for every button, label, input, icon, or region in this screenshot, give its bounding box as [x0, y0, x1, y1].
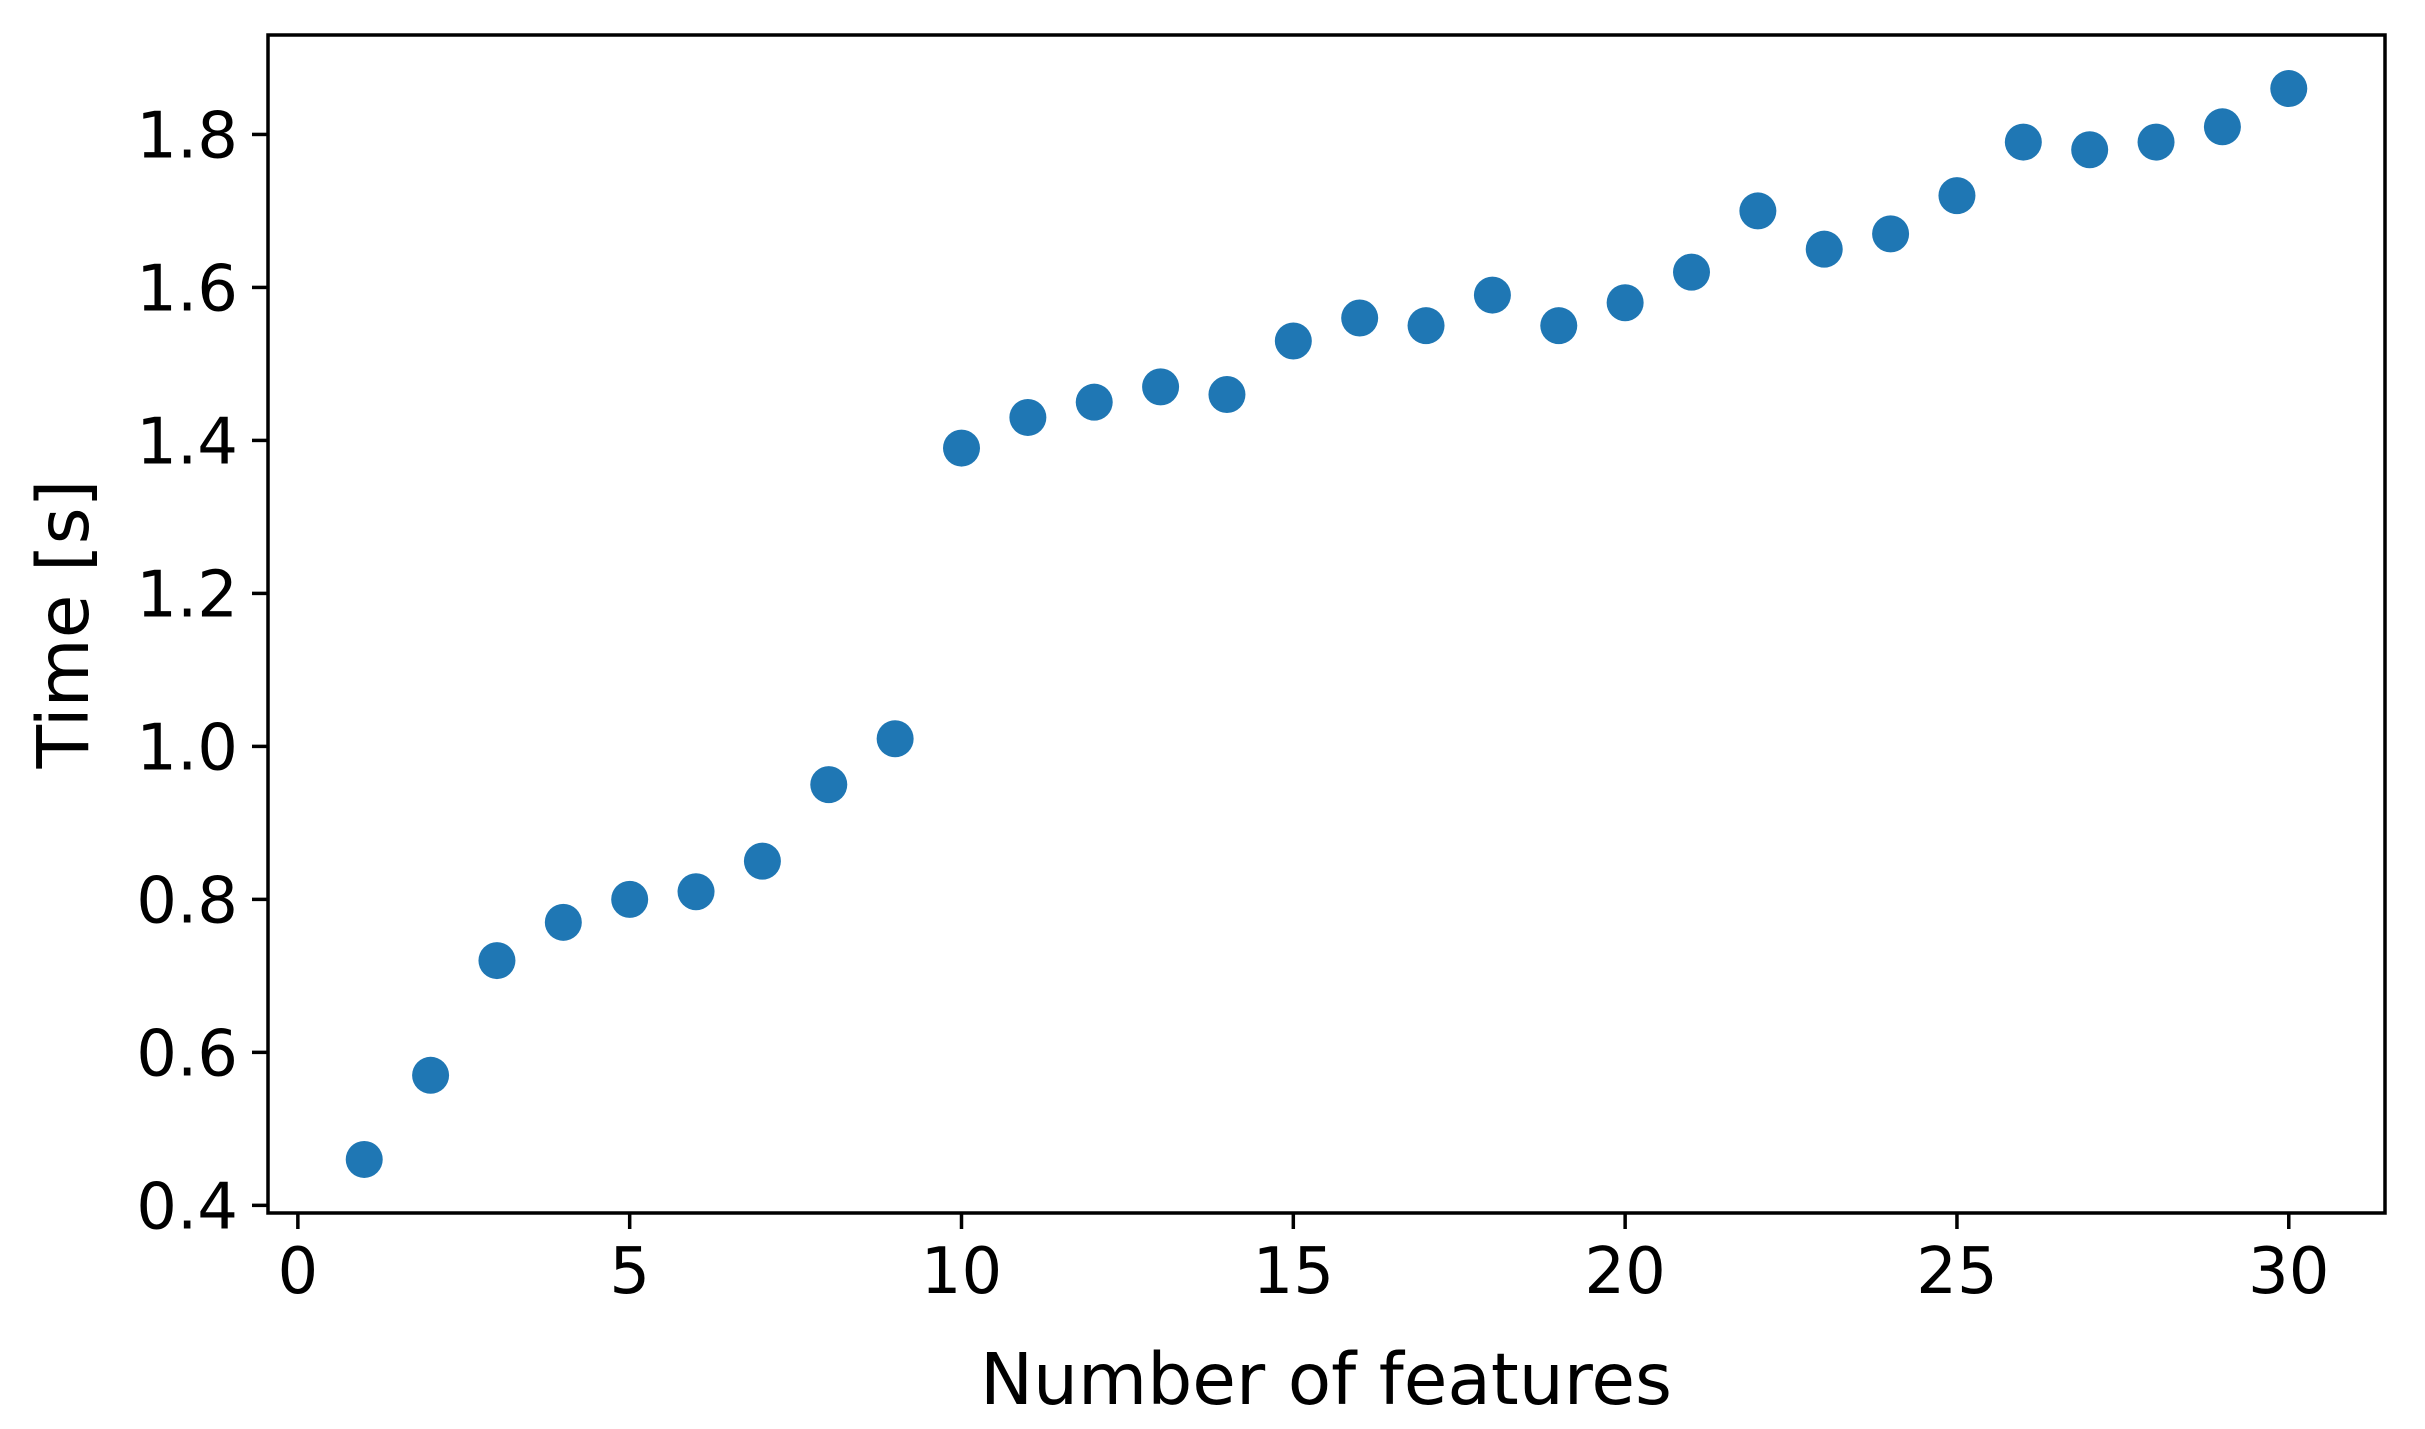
- data-point: [2137, 123, 2175, 161]
- x-tick-label: 20: [1584, 1235, 1665, 1309]
- data-point: [412, 1056, 450, 1094]
- data-point: [943, 429, 980, 467]
- data-point: [1407, 307, 1445, 345]
- y-axis-label: Time [s]: [22, 480, 105, 770]
- data-point: [345, 1140, 383, 1178]
- data-point: [1075, 383, 1113, 421]
- y-axis-ticks: 0.4 0.6 0.8 1.0 1.2 1.4 1.6 1.8: [136, 99, 268, 1244]
- data-point: [1606, 284, 1644, 322]
- data-point: [677, 873, 715, 911]
- x-tick-label: 0: [278, 1235, 319, 1309]
- y-tick-label: 0.4: [136, 1170, 238, 1244]
- y-tick-label: 1.0: [136, 711, 238, 785]
- x-axis-label: Number of features: [980, 1338, 1672, 1421]
- x-tick-label: 10: [921, 1235, 1002, 1309]
- data-point: [611, 880, 649, 918]
- data-point: [1473, 276, 1511, 314]
- x-axis-ticks: 0 5 10 15 20 25 30: [278, 1213, 2329, 1309]
- data-point: [1540, 307, 1578, 345]
- y-tick-label: 0.8: [136, 864, 238, 938]
- data-point: [876, 720, 914, 758]
- data-point: [1274, 322, 1312, 360]
- y-tick-label: 1.2: [136, 558, 238, 632]
- data-point: [1938, 177, 1976, 215]
- data-point: [1805, 230, 1843, 268]
- y-tick-label: 0.6: [136, 1017, 238, 1091]
- plot-frame: [266, 33, 2387, 1215]
- y-tick-label: 1.8: [136, 99, 238, 173]
- x-tick-label: 5: [609, 1235, 650, 1309]
- data-points: [345, 70, 2308, 1178]
- data-point: [743, 842, 781, 880]
- data-point: [1739, 192, 1777, 230]
- data-point: [2270, 70, 2308, 108]
- data-point: [1673, 253, 1710, 291]
- data-point: [1341, 299, 1379, 337]
- data-point: [544, 903, 582, 941]
- data-point: [1208, 376, 1246, 414]
- data-point: [2004, 123, 2042, 161]
- y-tick-label: 1.6: [136, 252, 238, 326]
- data-point: [1009, 398, 1047, 436]
- x-tick-label: 15: [1253, 1235, 1334, 1309]
- data-point: [478, 942, 516, 980]
- x-tick-label: 25: [1916, 1235, 1997, 1309]
- data-point: [1142, 368, 1180, 406]
- x-tick-label: 30: [2248, 1235, 2329, 1309]
- data-point: [810, 766, 848, 804]
- data-point: [2071, 131, 2109, 169]
- data-point: [2203, 108, 2241, 146]
- y-tick-label: 1.4: [136, 405, 238, 479]
- data-point: [1872, 215, 1910, 253]
